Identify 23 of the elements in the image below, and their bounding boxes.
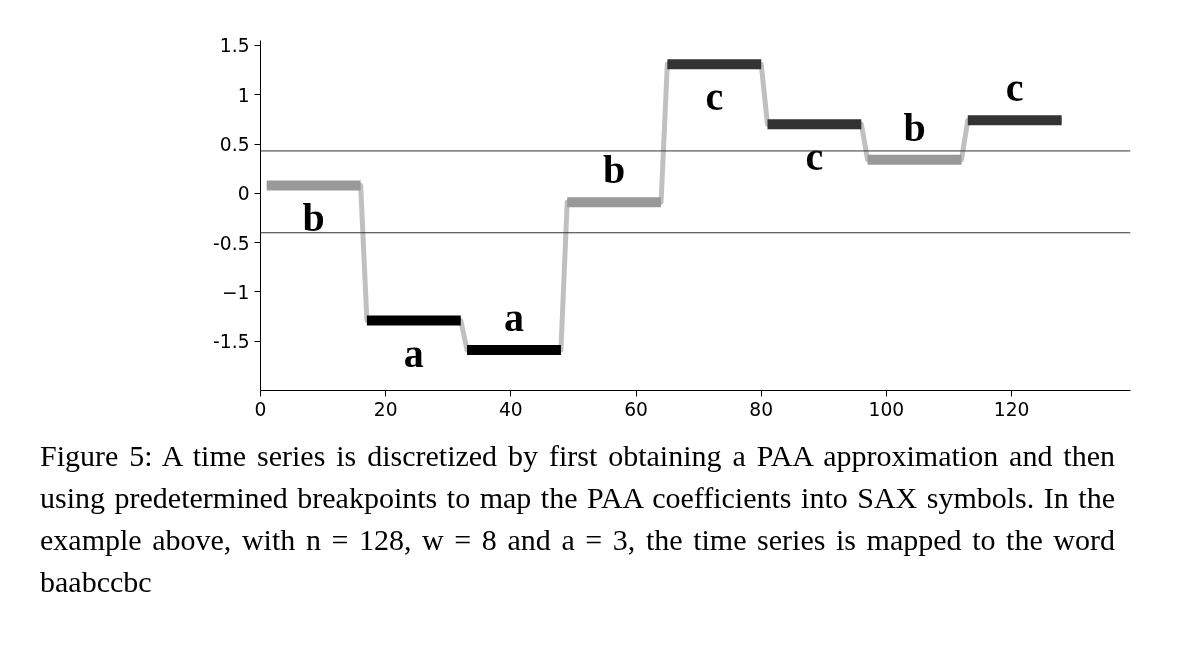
annotation: a xyxy=(403,330,424,376)
annotation: c xyxy=(805,134,824,180)
x-tick-label: 0 xyxy=(254,398,267,420)
y-tick-label: -1.5 xyxy=(213,331,250,353)
y-tick-label: 1 xyxy=(237,84,250,106)
x-tick-label: 80 xyxy=(749,398,774,420)
x-tick-label: 60 xyxy=(624,398,648,420)
x-tick-label: 20 xyxy=(373,398,398,420)
annotation: c xyxy=(705,74,724,120)
x-tick-label: 100 xyxy=(868,398,905,420)
x-tick-label: 120 xyxy=(993,398,1030,420)
annotation: b xyxy=(302,195,325,241)
y-tick-label: 0.5 xyxy=(219,134,250,156)
y-tick-label: -0.5 xyxy=(213,232,250,254)
y-tick-label: −1 xyxy=(222,281,250,303)
y-tick-label: 0 xyxy=(237,183,250,205)
y-tick-label: 1.5 xyxy=(219,35,250,57)
annotation: b xyxy=(903,104,926,150)
annotation: a xyxy=(503,295,524,341)
annotation: c xyxy=(1005,65,1024,111)
x-tick-label: 40 xyxy=(498,398,523,420)
annotation: b xyxy=(603,147,626,193)
caption: Figure 5: A time series is discretized by first obtaining a PAA approximation and then using predetermined breakpoints to map the PAA coefficients into SAX symbols. In the example above, with n = 128, w = 8 and a = 3, the time series is mapped to the word baabccbc xyxy=(40,438,1115,600)
